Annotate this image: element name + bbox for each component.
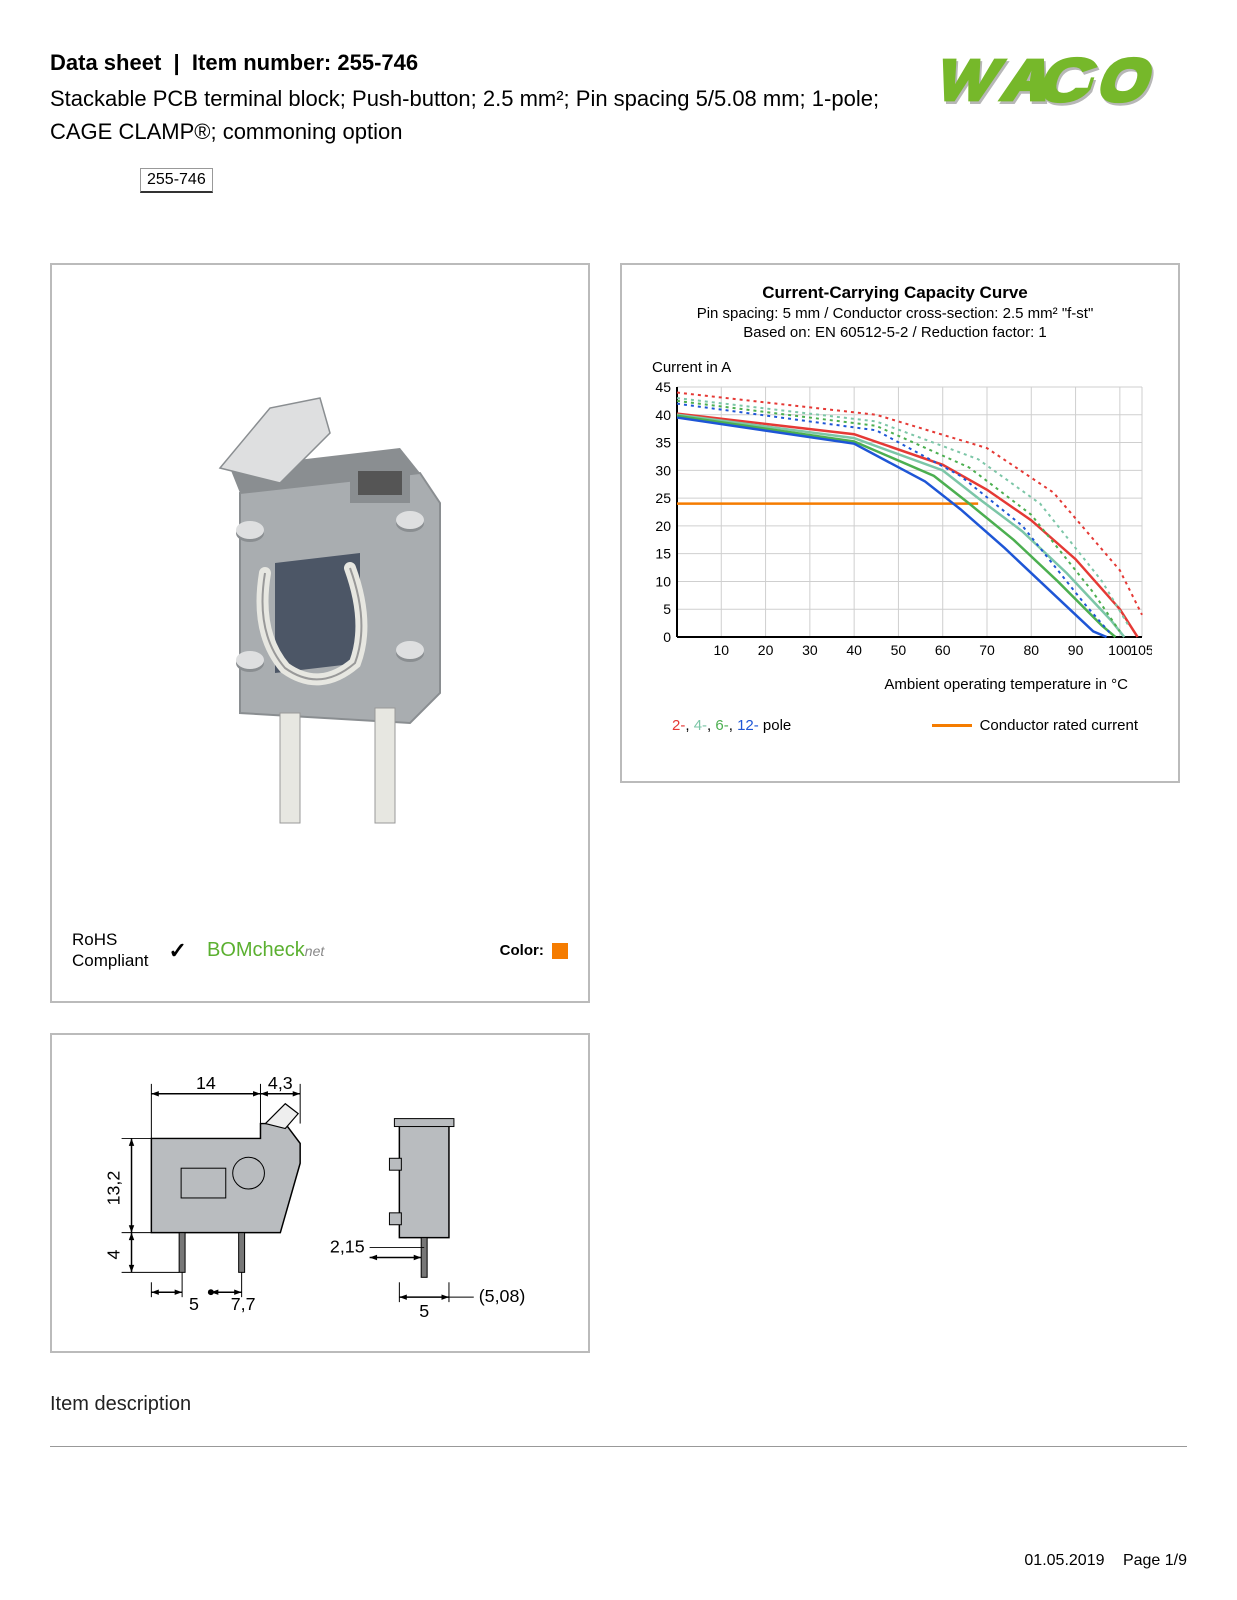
datasheet-label: Data sheet [50,50,161,75]
chart-sub2: Based on: EN 60512-5-2 / Reduction facto… [632,324,1158,341]
footer-page: Page 1/9 [1123,1552,1187,1569]
chart-xlabel: Ambient operating temperature in °C [632,676,1128,693]
rated-line-icon [932,724,972,727]
dimension-drawing: 14 4,3 13,2 4 5 7,7 2,15 5 (5,08) [72,1053,568,1333]
chart-title: Current-Carrying Capacity Curve [632,283,1158,303]
check-icon: ✓ [169,938,187,964]
legend-pole-4: 4- [694,717,707,734]
color-label: Color: [500,942,568,959]
svg-text:20: 20 [758,642,774,658]
chart-wrap: Current in A 0 5 10 15 20 25 30 35 40 45 10 20 30 40 5… [632,359,1158,734]
svg-text:60: 60 [935,642,951,658]
svg-text:100: 100 [1108,642,1132,658]
chart-svg: 0 5 10 15 20 25 30 35 40 45 10 20 30 40 50 60 70 80 90 1001… [632,382,1152,662]
chart-sub1: Pin spacing: 5 mm / Conductor cross-sect… [632,305,1158,322]
panels: RoHS Compliant ✓ BOMchecknet Color: Curr… [50,263,1187,1003]
svg-text:15: 15 [655,546,671,562]
legend-poles: 2-, 4-, 6-, 12- pole [672,717,791,734]
svg-text:30: 30 [802,642,818,658]
color-swatch [552,943,568,959]
svg-text:2,15: 2,15 [330,1237,365,1257]
rohs-badge: RoHS Compliant [72,930,149,971]
svg-text:25: 25 [655,490,671,506]
svg-text:5: 5 [663,601,671,617]
rohs-line1: RoHS [72,930,117,949]
svg-text:7,7: 7,7 [231,1294,256,1314]
rohs-line2: Compliant [72,951,149,970]
chart-ylabel: Current in A [652,359,1158,376]
product-panel: RoHS Compliant ✓ BOMchecknet Color: [50,263,590,1003]
svg-text:5: 5 [189,1294,199,1314]
legend-pole-2: 2- [672,717,685,734]
svg-text:10: 10 [655,573,671,589]
wago-logo [927,50,1187,110]
svg-text:5: 5 [419,1301,429,1321]
svg-text:105: 105 [1130,642,1152,658]
svg-text:45: 45 [655,382,671,395]
item-number: 255-746 [337,50,418,75]
divider [50,1446,1187,1447]
svg-text:35: 35 [655,435,671,451]
compliance-row: RoHS Compliant ✓ BOMchecknet Color: [72,920,568,981]
bomcheck-label: BOMchecknet [207,939,324,962]
svg-text:14: 14 [196,1073,216,1093]
header: Data sheet | Item number: 255-746 Stacka… [50,50,1187,148]
bomcheck-net: net [305,943,324,959]
legend-rated-text: Conductor rated current [980,717,1138,734]
title-line: Data sheet | Item number: 255-746 [50,50,927,76]
svg-text:90: 90 [1068,642,1084,658]
svg-text:10: 10 [713,642,729,658]
svg-text:30: 30 [655,462,671,478]
svg-text:(5,08): (5,08) [479,1286,526,1306]
footer-date: 01.05.2019 [1024,1552,1104,1569]
legend-pole-12: 12- [737,717,759,734]
svg-text:4,3: 4,3 [268,1073,293,1093]
footer: 01.05.2019 Page 1/9 [1010,1552,1187,1570]
legend-pole-6: 6- [715,717,728,734]
svg-text:50: 50 [891,642,907,658]
dimension-panel: 14 4,3 13,2 4 5 7,7 2,15 5 (5,08) [50,1033,590,1353]
product-image [72,285,568,920]
svg-text:70: 70 [979,642,995,658]
header-text: Data sheet | Item number: 255-746 Stacka… [50,50,927,148]
svg-text:0: 0 [663,629,671,645]
svg-text:80: 80 [1023,642,1039,658]
item-label: Item number: [192,50,331,75]
svg-text:4: 4 [104,1249,124,1259]
color-label-text: Color: [500,942,544,959]
subtitle: Stackable PCB terminal block; Push-butto… [50,82,927,148]
legend-rated: Conductor rated current [932,717,1138,734]
svg-text:13,2: 13,2 [104,1171,124,1206]
chart-legend: 2-, 4-, 6-, 12- pole Conductor rated cur… [632,717,1158,734]
bomcheck-text: BOMcheck [207,939,305,961]
svg-text:40: 40 [655,407,671,423]
item-description-heading: Item description [50,1393,1187,1416]
svg-text:40: 40 [846,642,862,658]
svg-text:20: 20 [655,518,671,534]
chart-panel: Current-Carrying Capacity Curve Pin spac… [620,263,1180,783]
part-badge: 255-746 [140,168,213,193]
